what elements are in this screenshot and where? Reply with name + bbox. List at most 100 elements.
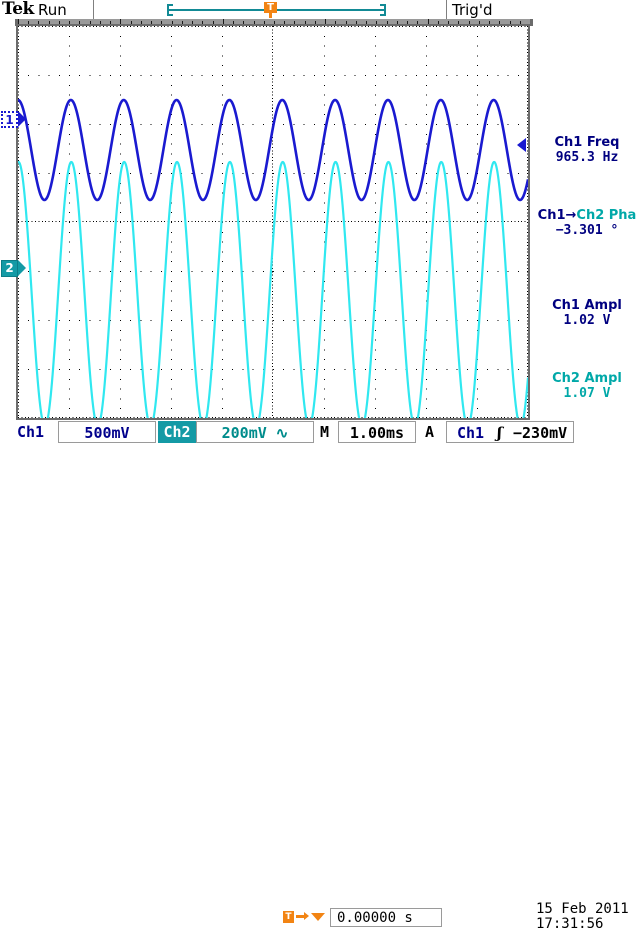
ruler-minor-tick [254,21,255,26]
ruler-minor-tick [479,21,480,26]
ch2-volts-per-div[interactable]: 200mV ∿ [196,421,314,443]
trigger-icon-label: T [267,2,274,13]
ruler-minor-tick [90,21,91,26]
trigger-icon-body: T [264,2,277,13]
ruler-minor-tick [233,21,234,26]
acquisition-state[interactable]: Run [38,1,67,19]
center-vertical-axis [272,26,273,418]
ruler-minor-tick [151,21,152,26]
graticule-col [426,26,427,418]
measurement-ch1-ch2-phase[interactable]: Ch1→Ch2 Pha −3.301 ° [534,208,640,238]
measurement-panel: Ch1 Freq 965.3 Hz Ch1→Ch2 Pha −3.301 ° C… [534,26,640,418]
ch2-marker-label: 2 [1,259,18,277]
graticule-row [18,271,528,272]
bottom-info-bar: T 0.00000 s 15 Feb 2011 17:31:56 [0,450,640,932]
trigger-position-icon-top[interactable]: T [264,2,277,18]
measurement-label: Ch1 Ampl [552,298,622,313]
bottom-settings-bar: Ch1 500mV Ch2 200mV ∿ M 1.00ms A Ch1 ʃ −… [0,421,640,445]
ruler-left-cap [15,19,18,26]
ruler-minor-tick [315,21,316,26]
ruler-minor-tick [49,21,50,26]
graticule-row [18,75,528,76]
waveform-traces [18,98,528,418]
ruler-minor-tick [448,21,449,26]
bracket-right-bottom-tick [380,14,386,16]
measurement-ch1-freq[interactable]: Ch1 Freq 965.3 Hz [534,135,640,165]
ruler-minor-tick [510,21,511,26]
graticule-row [18,320,528,321]
ruler-minor-tick [161,21,162,26]
ch1-volts-per-div[interactable]: 500mV [58,421,156,443]
ruler-minor-tick [438,21,439,26]
grid-edge-left [18,26,19,418]
ruler-minor-tick [335,21,336,26]
ruler-minor-tick [38,21,39,26]
graticule-col [171,26,172,418]
ch2-trace [18,160,528,418]
graticule-col [375,26,376,418]
ruler-major-tick [120,19,121,26]
ruler-minor-tick [305,21,306,26]
ruler-minor-tick [131,21,132,26]
hpos-down-triangle-icon [311,913,325,921]
tek-logo: Tek [2,0,34,19]
graticule-col [69,26,70,418]
measurement-ch2-ampl[interactable]: Ch2 Ampl 1.07 V [534,371,640,401]
ch1-trace [18,98,528,202]
top-status-bar: Tek Run Trig'd T [0,0,640,20]
phase-arrow-icon: → [565,208,577,223]
measurement-ch1-ampl[interactable]: Ch1 Ampl 1.02 V [534,298,640,328]
ruler-minor-tick [274,21,275,26]
measurement-label: Ch1 Freq [554,135,620,150]
ruler-minor-tick [59,21,60,26]
ch2-label[interactable]: Ch2 [158,421,196,443]
ruler-minor-tick [202,21,203,26]
ch1-ground-marker[interactable]: 1 [1,110,26,128]
horizontal-position-value[interactable]: 0.00000 s [330,908,442,927]
graticule-row [18,173,528,174]
timebase-value[interactable]: 1.00ms [338,421,416,443]
hpos-t-badge: T [283,911,294,923]
ruler-minor-tick [489,21,490,26]
ruler-minor-tick [520,21,521,26]
ruler-major-tick [428,19,429,26]
measurement-value: −3.301 ° [555,223,619,238]
waveform-display[interactable] [18,26,528,418]
ruler-minor-tick [79,21,80,26]
ruler-minor-tick [192,21,193,26]
date-display: 15 Feb 2011 [536,901,629,917]
ruler-minor-tick [356,21,357,26]
ruler-minor-tick [172,21,173,26]
ruler-minor-tick [366,21,367,26]
top-bar-divider-left [93,0,94,19]
ruler-minor-tick [499,21,500,26]
ruler-major-tick [325,19,326,26]
ruler-minor-tick [387,21,388,26]
ruler-minor-tick [407,21,408,26]
ruler-minor-tick [458,21,459,26]
hpos-arrow-head [304,912,309,920]
rising-edge-icon: ʃ [497,424,502,442]
trigger-settings[interactable]: Ch1 ʃ −230mV [446,421,574,443]
phase-target-label: Ch2 Pha [576,208,637,223]
trigger-level-marker[interactable] [517,138,526,152]
grid-edge-bottom [18,417,528,418]
trigger-channel: Ch1 [457,424,485,442]
ch1-marker-arrow [18,111,26,127]
horizontal-position-icon[interactable]: T [283,911,327,924]
ruler-minor-tick [182,21,183,26]
ruler-minor-tick [376,21,377,26]
ruler-minor-tick [264,21,265,26]
trigger-status: Trig'd [452,1,493,19]
ruler-minor-tick [100,21,101,26]
ch2-ground-marker[interactable]: 2 [1,259,26,277]
ch1-label[interactable]: Ch1 [17,423,45,441]
graticule-row [18,369,528,370]
ruler-major-tick [18,19,19,26]
horizontal-ruler [18,19,531,26]
top-bar-divider-right [446,0,447,19]
ruler-minor-tick [397,21,398,26]
grid-edge-top [18,26,528,27]
ruler-minor-tick [28,21,29,26]
measurement-label: Ch1→Ch2 Pha [534,208,640,223]
